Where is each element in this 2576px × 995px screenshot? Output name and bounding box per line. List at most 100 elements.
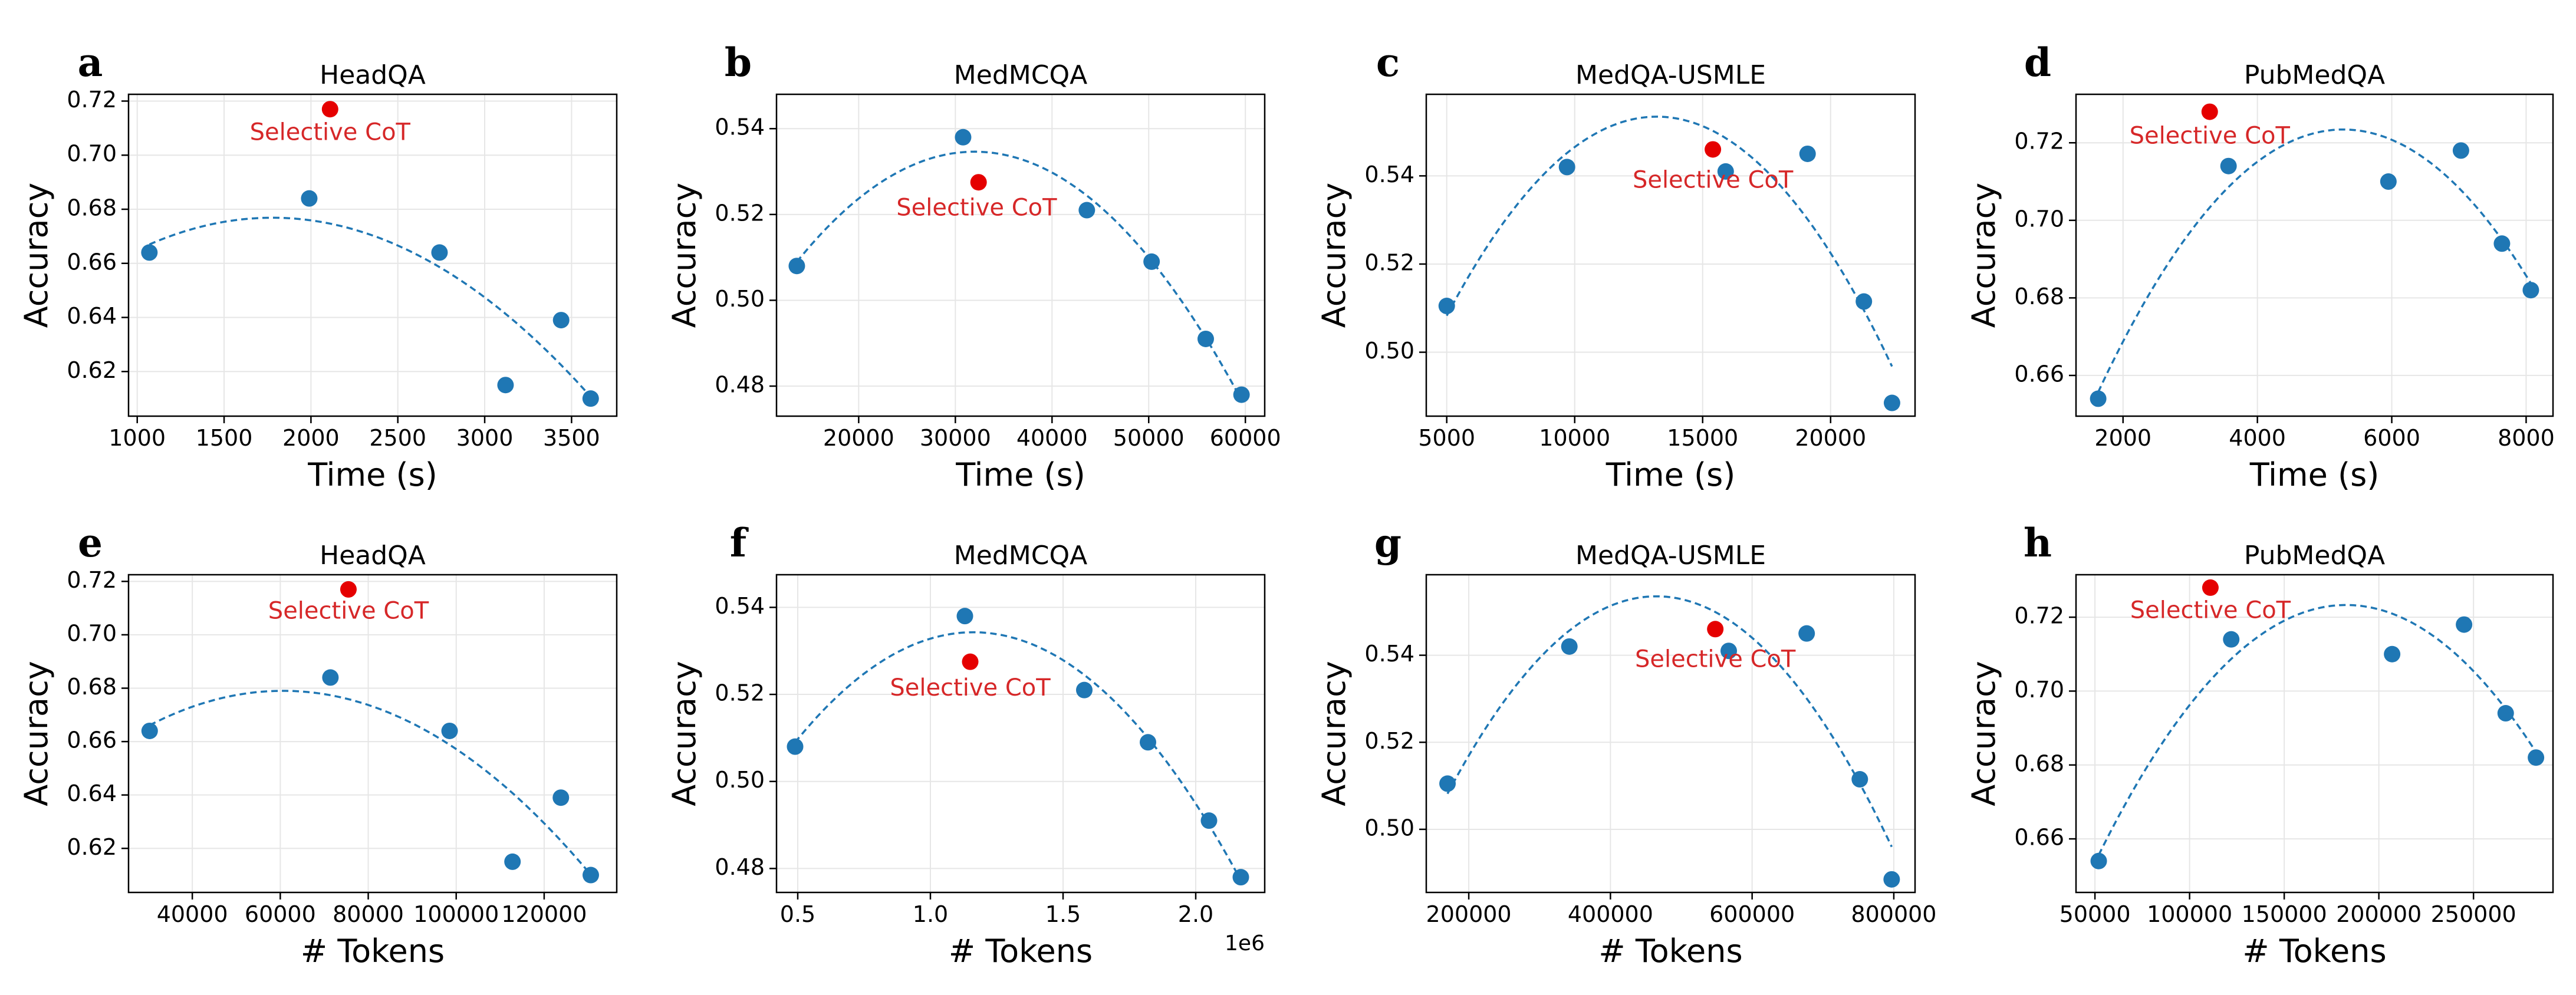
panel-title: MedQA-USMLE: [1575, 541, 1766, 571]
y-axis-label: Accuracy: [1965, 183, 2002, 328]
panel-title: HeadQA: [320, 541, 426, 571]
selective-cot-label: Selective CoT: [896, 194, 1057, 221]
data-point: [1851, 771, 1868, 788]
y-tick-label: 0.64: [67, 303, 117, 329]
plot-frame: [127, 574, 618, 894]
x-tick-label: 8000: [2498, 425, 2555, 451]
data-point: [2456, 616, 2473, 633]
y-tick-label: 0.52: [715, 680, 765, 706]
y-tick-label: 0.66: [2014, 361, 2064, 387]
data-point: [582, 866, 599, 884]
fit-curve: [2097, 604, 2537, 856]
data-point: [1558, 159, 1575, 176]
panel-g: Selective CoT 200000 400000 600000 800000 0.5…: [1315, 520, 1936, 970]
x-axis-label: Time (s): [955, 456, 1085, 493]
data-point: [322, 669, 339, 686]
panel-title: MedMCQA: [954, 60, 1087, 90]
data-point: [955, 129, 972, 146]
x-tick-label: 100000: [413, 901, 499, 927]
data-point: [2090, 852, 2107, 869]
data-point: [1143, 253, 1160, 270]
x-tick-label: 20000: [823, 425, 894, 451]
y-tick-label: 0.66: [67, 249, 117, 275]
y-tick-label: 0.62: [67, 357, 117, 383]
y-tick-label: 0.54: [1364, 641, 1414, 667]
fit-curve: [1446, 595, 1893, 848]
data-point: [141, 722, 158, 739]
y-tick-label: 0.50: [715, 286, 765, 312]
y-axis-label: Accuracy: [1315, 661, 1353, 806]
y-tick-label: 0.52: [1364, 249, 1414, 275]
x-tick-label: 40000: [157, 901, 228, 927]
data-point: [552, 312, 570, 329]
x-tick-label: 40000: [1016, 425, 1088, 451]
selective-cot-point: [321, 101, 338, 118]
x-tick-label: 1.0: [913, 901, 948, 927]
fit-curve: [794, 631, 1242, 881]
panel-c: Selective CoT 5000 10000 15000 20000 0.50 0.52…: [1315, 39, 1916, 493]
data-point: [1233, 386, 1250, 403]
panel-letter: g: [1374, 520, 1401, 566]
y-tick-label: 0.72: [67, 567, 117, 593]
y-tick-label: 0.54: [715, 593, 765, 619]
data-point: [2522, 282, 2539, 299]
panel-letter: h: [2024, 520, 2052, 566]
x-axis-label: # Tokens: [1598, 933, 1742, 970]
x-tick-label: 600000: [1709, 901, 1795, 927]
y-tick-label: 0.70: [67, 141, 117, 167]
y-axis-label: Accuracy: [18, 183, 55, 328]
x-tick-label: 250000: [2431, 901, 2516, 927]
data-point: [1200, 812, 1218, 829]
x-tick-label: 60000: [245, 901, 316, 927]
x-tick-label: 2000: [2094, 425, 2151, 451]
selective-cot-label: Selective CoT: [890, 674, 1051, 701]
x-axis-label: Time (s): [1606, 456, 1736, 493]
data-point: [1140, 734, 1156, 751]
x-tick-label: 15000: [1667, 425, 1738, 451]
y-tick-label: 0.52: [715, 200, 765, 226]
data-point: [787, 738, 804, 755]
x-axis-label: # Tokens: [2242, 933, 2386, 970]
selective-cot-point: [1705, 141, 1722, 158]
selective-cot-point: [970, 174, 987, 191]
x-tick-label: 100000: [2147, 901, 2232, 927]
x-tick-label: 4000: [2229, 425, 2286, 451]
data-point: [441, 722, 458, 739]
panel-e: Selective CoT 40000 60000 80000 100000 120000…: [18, 520, 618, 970]
panel-letter: e: [78, 520, 103, 566]
x-tick-label: 60000: [1210, 425, 1281, 451]
plot-frame: [1425, 93, 1916, 417]
x-tick-label: 30000: [920, 425, 991, 451]
panel-letter: f: [730, 520, 749, 566]
x-tick-label: 6000: [2363, 425, 2420, 451]
panel-title: MedMCQA: [954, 541, 1087, 571]
data-point: [2380, 173, 2397, 190]
panel-letter: b: [725, 39, 752, 85]
plot-frame: [775, 574, 1266, 894]
data-point: [431, 244, 448, 261]
fit-curve: [2097, 128, 2532, 393]
y-tick-label: 0.70: [67, 620, 117, 646]
data-point: [1561, 638, 1578, 655]
y-axis-label: Accuracy: [18, 661, 55, 806]
y-tick-label: 0.50: [1364, 815, 1414, 841]
data-point: [1855, 293, 1873, 310]
panel-letter: d: [2024, 39, 2051, 85]
data-point: [1883, 394, 1900, 411]
y-tick-label: 0.54: [1364, 162, 1414, 187]
panel-title: HeadQA: [320, 60, 426, 90]
y-tick-label: 0.68: [2014, 750, 2064, 776]
x-tick-label: 5000: [1418, 425, 1475, 451]
plot-frame: [1425, 574, 1916, 894]
selective-cot-point: [2201, 103, 2218, 120]
y-axis-label: Accuracy: [666, 661, 703, 806]
x-tick-label: 50000: [2060, 901, 2131, 927]
y-tick-label: 0.48: [715, 854, 765, 880]
panel-f: Selective CoT 0.5 1.0 1.5 2.0 0.48 0.50 0.52 0.5…: [666, 520, 1266, 970]
data-point: [552, 789, 570, 806]
x-tick-label: 800000: [1851, 901, 1936, 927]
x-tick-label: 120000: [501, 901, 587, 927]
data-point: [141, 244, 158, 261]
selective-cot-point: [962, 653, 979, 670]
